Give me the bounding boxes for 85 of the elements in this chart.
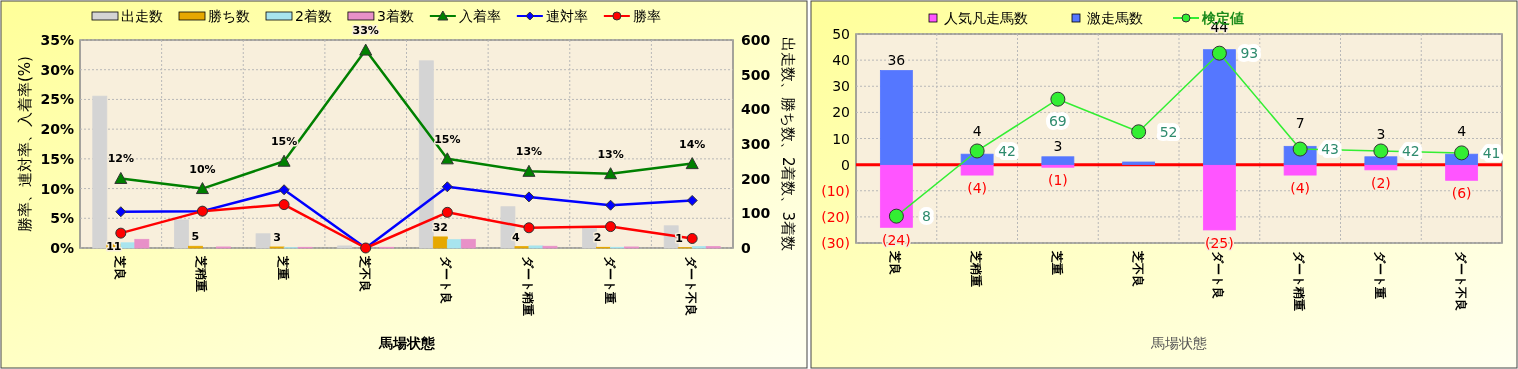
- legend-label: 勝ち数: [208, 8, 250, 24]
- x-tick-label: 芝重: [276, 255, 291, 280]
- data-label: 5: [191, 230, 200, 244]
- y2-tick-label: 400: [741, 101, 771, 118]
- data-label: 32: [432, 220, 448, 234]
- data-label: (24): [882, 232, 911, 249]
- y-tick-label: 20: [832, 104, 850, 121]
- legend-label: 人気凡走馬数: [944, 10, 1028, 26]
- x-tick-label: ダート稍重: [1292, 251, 1307, 311]
- x-tick-label: 芝不良: [357, 255, 372, 292]
- y-tick-label: 10%: [40, 180, 74, 197]
- y-axis-title: 勝率、連対率、入着率(%): [16, 56, 34, 232]
- x-tick-label: 芝重: [1049, 250, 1064, 275]
- data-label: 3: [1376, 125, 1386, 142]
- data-label: 15%: [434, 132, 461, 146]
- data-label: 7: [1295, 115, 1305, 132]
- data-label: 52: [1159, 123, 1178, 140]
- legend-label: 3着数: [376, 8, 414, 24]
- x-tick-label: ダート不良: [1453, 251, 1468, 311]
- y2-tick-label: 600: [741, 32, 771, 48]
- data-label: 41: [1482, 144, 1501, 161]
- y-tick-label: 0%: [50, 240, 74, 256]
- y-tick-label: 15%: [40, 150, 74, 167]
- data-label: 42: [998, 142, 1017, 159]
- y-tick-label: 30%: [40, 61, 74, 78]
- data-label: 12%: [107, 152, 134, 166]
- data-label: (6): [1451, 185, 1472, 202]
- data-label: (4): [1290, 180, 1311, 197]
- x-tick-label: 芝不良: [1130, 250, 1145, 287]
- y2-tick-label: 200: [741, 170, 771, 187]
- data-label: 14%: [679, 137, 706, 151]
- y-tick-label: 25%: [40, 91, 74, 108]
- legend-label: 2着数: [295, 8, 332, 24]
- x-tick-label: ダート重: [602, 256, 617, 304]
- y2-tick-label: 100: [741, 205, 771, 222]
- x-axis-title: 馬場状態: [377, 335, 436, 351]
- x-tick-label: 芝良: [112, 255, 127, 280]
- y-tick-label: (20): [821, 208, 850, 225]
- y2-tick-label: 500: [741, 66, 771, 83]
- data-label: (1): [1047, 172, 1068, 189]
- data-label: 3: [1053, 137, 1063, 154]
- x-axis-title: 馬場状態: [1150, 335, 1207, 351]
- y-tick-label: (10): [821, 182, 850, 199]
- legend-label: 出走数: [121, 8, 163, 24]
- data-label: 4: [512, 230, 521, 244]
- y2-tick-label: 300: [741, 136, 771, 152]
- x-tick-label: 芝良: [888, 250, 903, 275]
- y-tick-label: 10: [832, 130, 850, 147]
- y-tick-label: 50: [832, 26, 850, 42]
- y-tick-label: 40: [832, 52, 850, 69]
- data-label: (2): [1370, 174, 1391, 191]
- y-tick-label: (30): [821, 235, 850, 251]
- legend-label: 連対率: [545, 8, 588, 24]
- data-label: 4: [1457, 123, 1467, 140]
- data-label: 8: [921, 208, 931, 225]
- x-tick-label: ダート稍重: [520, 256, 535, 316]
- y2-axis-title: 出走数、勝ち数、2着数、3着数: [779, 36, 797, 252]
- data-label: 93: [1240, 45, 1259, 62]
- legend-label: 入着率: [458, 8, 501, 24]
- y2-tick-label: 0: [741, 240, 751, 256]
- x-tick-label: 芝稍重: [969, 250, 984, 287]
- data-label: 3: [273, 230, 281, 244]
- x-tick-label: 芝稍重: [194, 255, 209, 292]
- x-tick-label: ダート良: [439, 256, 454, 304]
- legend-label: 激走馬数: [1087, 10, 1143, 26]
- data-label: 10%: [189, 162, 216, 176]
- data-label: 33%: [352, 24, 379, 38]
- data-label: 4: [972, 123, 982, 140]
- data-label: (25): [1205, 234, 1234, 251]
- x-tick-label: ダート不良: [684, 256, 699, 316]
- data-label: 36: [887, 51, 906, 68]
- data-label: 13%: [597, 147, 624, 161]
- x-tick-label: ダート良: [1211, 251, 1226, 299]
- x-tick-label: ダート重: [1372, 251, 1387, 299]
- data-label: 15%: [270, 135, 298, 149]
- y-tick-label: 0: [841, 156, 850, 173]
- data-label: 2: [593, 231, 602, 245]
- y-tick-label: 20%: [40, 121, 74, 138]
- y-tick-label: 30: [832, 78, 850, 95]
- y-tick-label: 5%: [50, 210, 74, 227]
- legend-label: 勝率: [632, 8, 661, 24]
- data-label: (4): [967, 180, 988, 197]
- y-tick-label: 35%: [40, 32, 74, 48]
- data-label: 69: [1048, 113, 1067, 130]
- data-label: 13%: [515, 145, 543, 159]
